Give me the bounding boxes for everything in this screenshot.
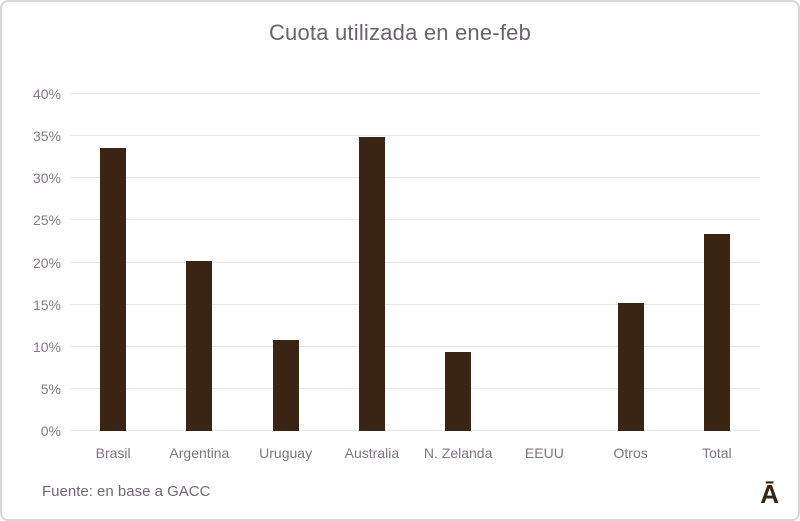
y-tick-label-30: 30% [32,170,61,187]
chart-title: Cuota utilizada en ene-feb [268,20,532,45]
source-note: Fuente: en base a GACC [42,483,211,500]
bar-n-zelanda [445,351,472,431]
x-tick-label-n-zelanda: N. Zelanda [423,445,493,461]
gridline-20 [70,261,760,263]
y-tick-label-20: 20% [32,254,61,271]
bar-otros [617,302,644,431]
gridline-35 [70,135,760,137]
bar-uruguay [272,340,299,431]
y-tick-label-15: 15% [32,296,61,313]
x-tick-label-brasil: Brasil [95,445,131,461]
y-tick-label-25: 25% [32,212,61,229]
gridline-5 [70,387,760,389]
x-tick-label-total: Total [702,445,732,461]
x-tick-label-uruguay: Uruguay [259,445,313,461]
y-tick-label-5: 5% [40,380,61,397]
plot-area: 0% 5% 10% 15% 20% 25% 30% 35% 40% [33,86,760,439]
x-tick-label-australia: Australia [344,445,400,461]
bar-brasil [100,147,127,431]
gridline-40 [70,93,760,94]
bar-total [703,233,730,431]
gridline-30 [70,177,760,179]
gridline-0 [70,430,760,431]
y-tick-label-40: 40% [32,86,61,102]
bar-argentina [186,260,213,431]
logo-a-macron: Ā [760,479,779,509]
gridline-15 [70,303,760,305]
bar-australia [358,136,385,431]
x-tick-label-argentina: Argentina [169,445,230,461]
y-tick-label-35: 35% [32,128,61,145]
x-axis-labels: Brasil Argentina Uruguay Australia N. Zeland… [70,445,760,465]
x-tick-label-eeuu: EEUU [524,445,564,461]
gridline-25 [70,219,760,221]
y-tick-label-0: 0% [40,423,61,439]
y-tick-label-10: 10% [32,338,61,355]
x-tick-label-otros: Otros [613,445,648,461]
gridline-10 [70,345,760,347]
